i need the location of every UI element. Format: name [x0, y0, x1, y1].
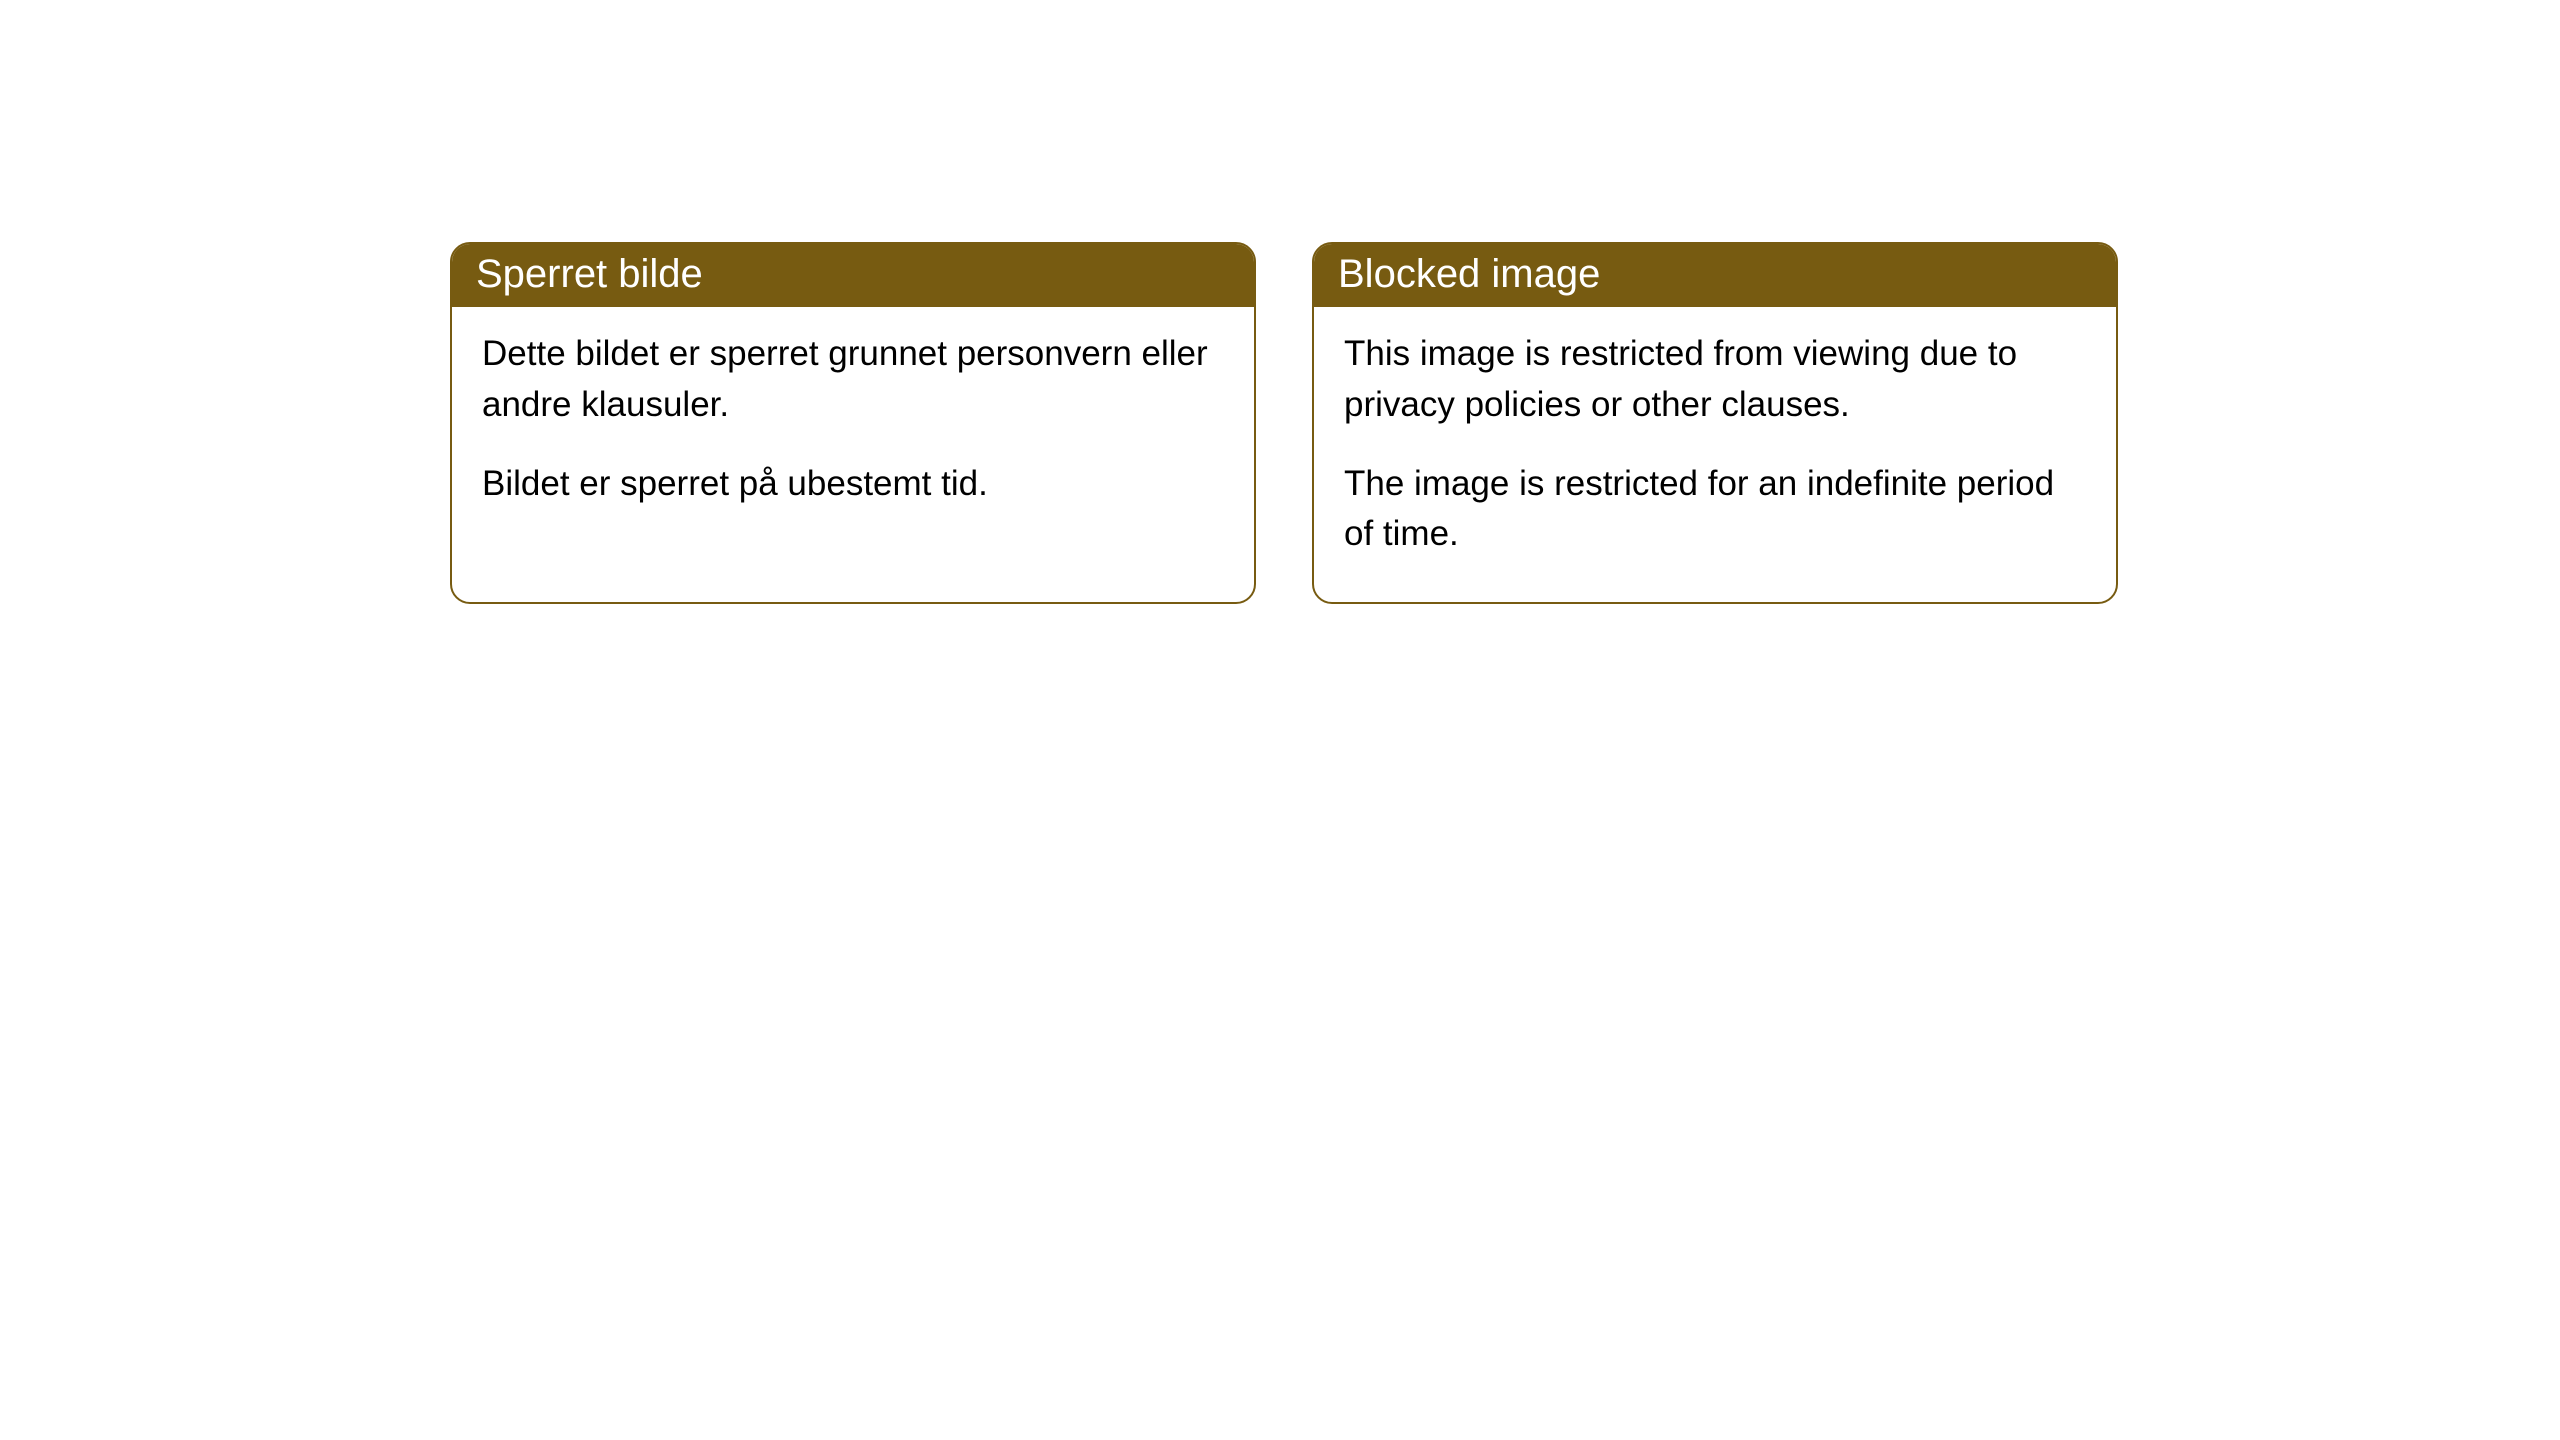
blocked-image-card-en: Blocked image This image is restricted f…: [1312, 242, 2118, 604]
card-paragraph: Bildet er sperret på ubestemt tid.: [482, 459, 1224, 510]
card-header: Blocked image: [1314, 244, 2116, 307]
card-title: Blocked image: [1338, 252, 1600, 296]
card-header: Sperret bilde: [452, 244, 1254, 307]
blocked-image-card-no: Sperret bilde Dette bildet er sperret gr…: [450, 242, 1256, 604]
card-paragraph: This image is restricted from viewing du…: [1344, 329, 2086, 431]
card-paragraph: Dette bildet er sperret grunnet personve…: [482, 329, 1224, 431]
card-body: Dette bildet er sperret grunnet personve…: [452, 307, 1254, 551]
card-title: Sperret bilde: [476, 252, 703, 296]
card-body: This image is restricted from viewing du…: [1314, 307, 2116, 602]
card-paragraph: The image is restricted for an indefinit…: [1344, 459, 2086, 561]
cards-container: Sperret bilde Dette bildet er sperret gr…: [450, 242, 2118, 604]
